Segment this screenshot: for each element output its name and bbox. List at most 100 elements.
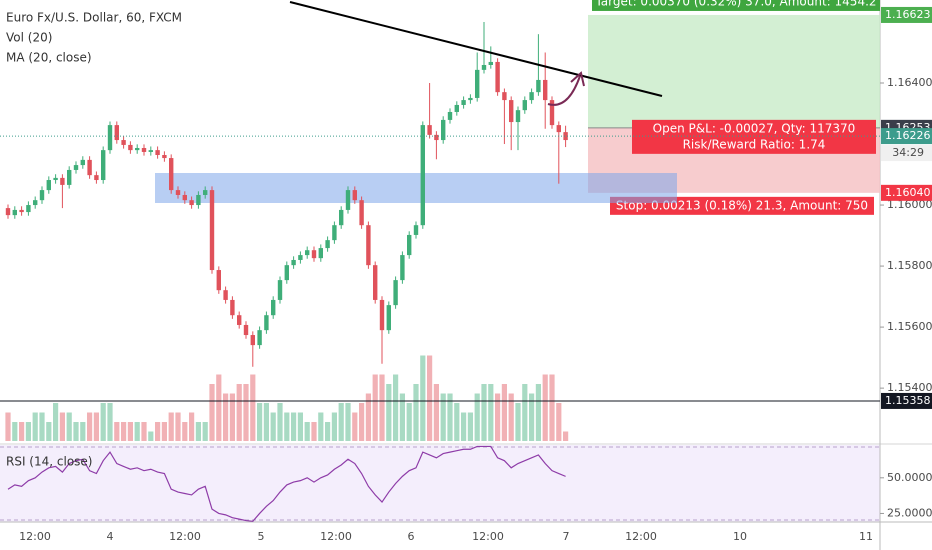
x-tick-label: 12:00 (320, 530, 352, 543)
rsi-pane (0, 445, 880, 522)
candle-body (101, 150, 106, 181)
volume-bar (121, 422, 127, 441)
volume-bar (195, 422, 201, 441)
candle-body (481, 64, 487, 70)
candle-body (203, 190, 208, 195)
volume-bar (100, 403, 106, 441)
volume-bar (175, 412, 181, 441)
candle-body (223, 290, 228, 300)
candle-body (87, 159, 92, 176)
volume-bar (535, 384, 541, 441)
candle-body (434, 134, 439, 141)
candle-body (522, 100, 527, 111)
y-tick-label: 1.15800 (887, 259, 932, 272)
y-tick-label: 1.16400 (887, 76, 932, 89)
volume-bar (338, 403, 344, 441)
candle-body (427, 125, 432, 135)
volume-bar (379, 374, 385, 441)
candle-body (400, 255, 405, 281)
volume-bar (114, 422, 120, 441)
volume-bar (454, 403, 460, 441)
candle-body (441, 119, 446, 141)
candle-body (243, 324, 249, 336)
volume-bar (223, 393, 229, 441)
target-label: Target: 0.00370 (0.32%) 37.0, Amount: 14… (594, 0, 876, 8)
volume-bar (148, 431, 154, 441)
volume-bar (461, 412, 467, 441)
volume-bar (107, 403, 113, 441)
indicator-label: MA (20, close) (6, 51, 92, 65)
candle-body (495, 61, 500, 93)
candle-body (121, 140, 126, 145)
candle-body (189, 200, 194, 206)
volume-bar (127, 422, 133, 441)
volume-bar (182, 422, 188, 441)
indicator-label: Vol (20) (6, 31, 52, 45)
candle-body (162, 155, 167, 159)
candle-body (339, 209, 344, 226)
price-badge (881, 184, 932, 201)
candle-body (33, 200, 38, 206)
volume-bar (549, 374, 555, 441)
x-tick-label: 10 (733, 530, 747, 543)
rsi-line (7, 445, 566, 522)
volume-bar (495, 393, 501, 441)
volume-bar (563, 431, 569, 441)
candle-body (169, 158, 174, 191)
candle-body (73, 165, 79, 170)
volume-bar (522, 384, 528, 441)
x-tick-label: 6 (408, 530, 415, 543)
rsi-tick-label: 50.00000 (887, 471, 932, 484)
candle-body (373, 265, 378, 300)
candle-body (216, 270, 221, 291)
x-tick-label: 4 (107, 530, 114, 543)
x-tick-label: 12:00 (169, 530, 201, 543)
candle-body (543, 79, 548, 101)
volume-bar (277, 403, 283, 441)
candle-body (135, 147, 140, 151)
candle-body (148, 150, 153, 152)
volume-bar (25, 422, 31, 441)
rsi-tick-label: 25.00000 (887, 506, 932, 519)
candle-body (359, 200, 364, 226)
volume-bar (406, 403, 412, 441)
chart-title: Euro Fx/U.S. Dollar, 60, FXCM (6, 11, 182, 25)
x-tick-label: 12:00 (625, 530, 657, 543)
x-tick-label: 12:00 (19, 530, 51, 543)
candle-body (107, 125, 113, 151)
volume-bar (515, 403, 521, 441)
candle-body (420, 125, 425, 226)
price-badge (881, 392, 932, 409)
volume-bar (202, 422, 208, 441)
volume-bar (325, 422, 331, 441)
price-badge-label: 1.16040 (885, 186, 931, 199)
candle-body (5, 208, 11, 216)
volume-bar (420, 355, 426, 441)
price-badge (881, 128, 932, 145)
volume-bar (250, 374, 256, 441)
volume-bar (427, 355, 433, 441)
volume-bar (467, 412, 473, 441)
candle-body (386, 305, 391, 331)
rsi-label: RSI (14, close) (6, 455, 92, 469)
volume-bar (474, 393, 480, 441)
candle-body (318, 248, 323, 259)
candle-body (352, 190, 357, 201)
price-badge-label: 1.16226 (885, 129, 931, 142)
y-tick-label: 1.16000 (887, 198, 932, 211)
candle-body (461, 100, 466, 105)
volume-bar (440, 393, 446, 441)
price-badge-label: 1.15358 (885, 394, 931, 407)
volume-bar (297, 412, 303, 441)
volume-bars (5, 355, 569, 441)
volume-bar (257, 403, 263, 441)
candle-body (12, 209, 17, 216)
volume-bar (433, 384, 439, 441)
volume-bar (556, 403, 562, 441)
candle-body (175, 190, 181, 195)
candle-body (80, 159, 85, 166)
volume-bar (331, 412, 337, 441)
volume-bar (372, 374, 378, 441)
candles (5, 21, 568, 367)
